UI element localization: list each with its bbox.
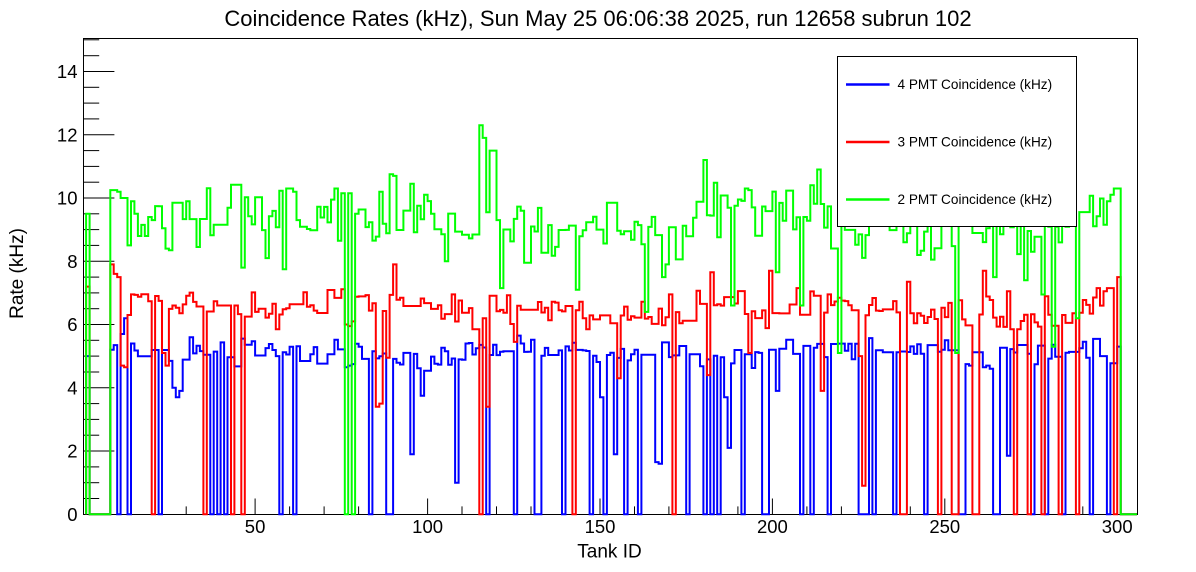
svg-text:50: 50 [245, 516, 266, 537]
svg-text:14: 14 [57, 61, 78, 82]
svg-text:300: 300 [1102, 516, 1133, 537]
svg-text:250: 250 [929, 516, 960, 537]
svg-text:4 PMT Coincidence (kHz): 4 PMT Coincidence (kHz) [898, 77, 1053, 92]
svg-text:3 PMT Coincidence (kHz): 3 PMT Coincidence (kHz) [898, 135, 1053, 150]
svg-text:Rate (kHz): Rate (kHz) [7, 228, 28, 319]
svg-text:100: 100 [412, 516, 443, 537]
svg-text:150: 150 [585, 516, 616, 537]
svg-text:4: 4 [67, 378, 77, 399]
svg-text:Coincidence Rates (kHz), Sun M: Coincidence Rates (kHz), Sun May 25 06:0… [224, 6, 971, 31]
svg-text:10: 10 [57, 188, 78, 209]
svg-text:200: 200 [757, 516, 788, 537]
svg-text:Tank ID: Tank ID [577, 542, 641, 563]
svg-text:12: 12 [57, 124, 78, 145]
svg-text:6: 6 [67, 314, 77, 335]
svg-text:2 PMT Coincidence (kHz): 2 PMT Coincidence (kHz) [898, 192, 1053, 207]
svg-text:2: 2 [67, 441, 77, 462]
svg-text:8: 8 [67, 251, 77, 272]
svg-text:0: 0 [67, 504, 77, 525]
